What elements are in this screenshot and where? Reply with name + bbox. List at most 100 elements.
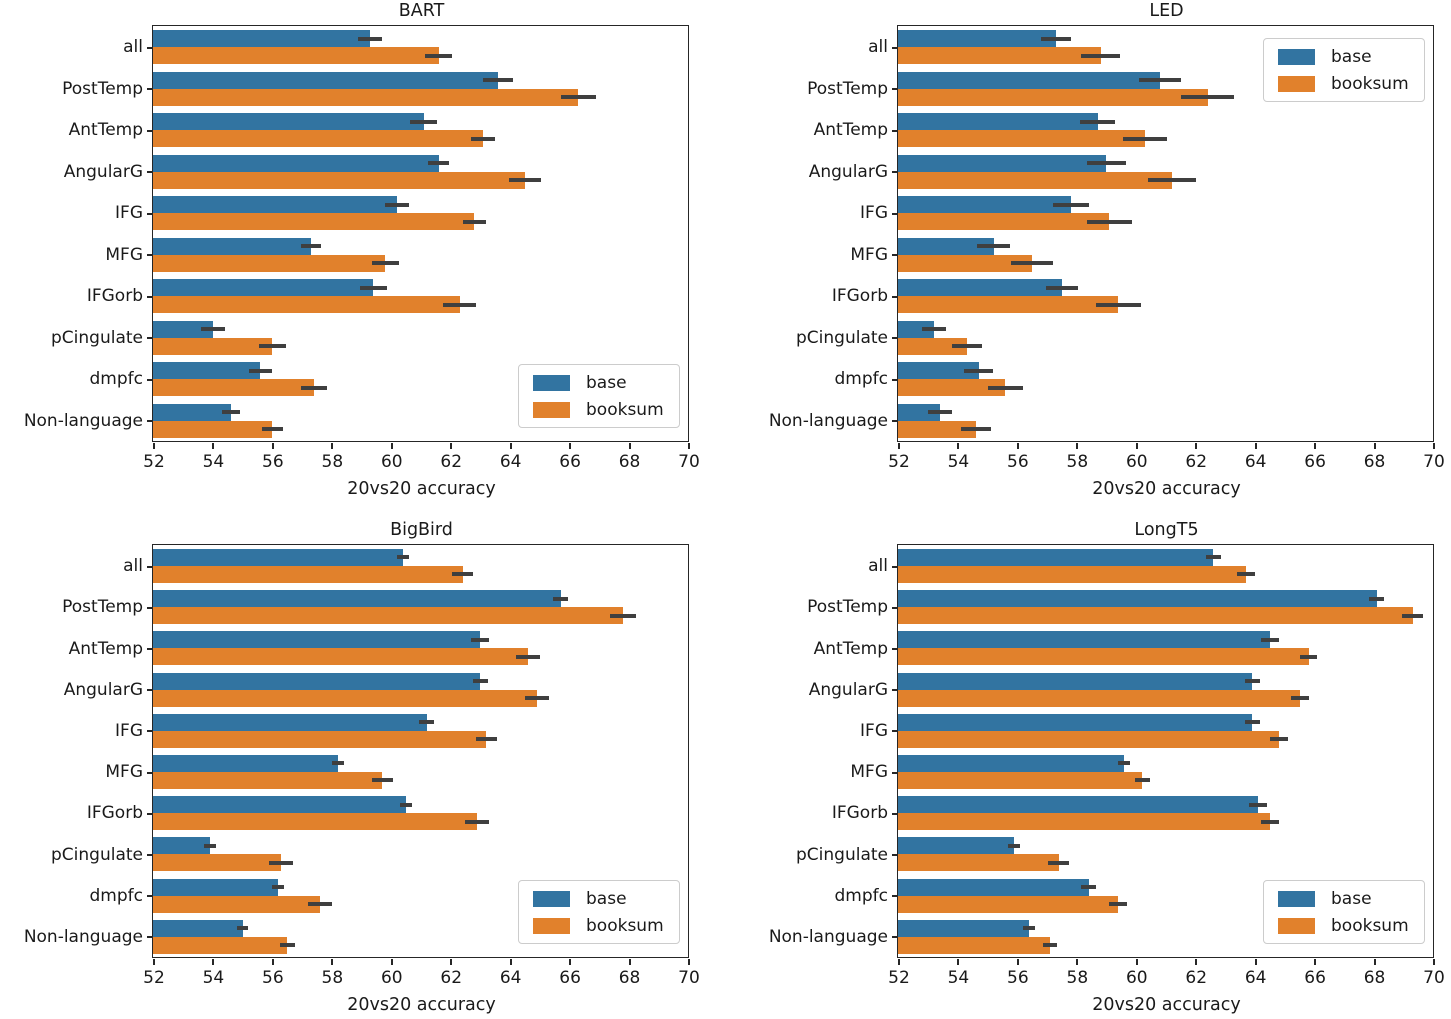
error-bar-longt5-base	[1261, 637, 1279, 642]
chart-title-led: LED	[1149, 1, 1184, 21]
x-tick-bigbird	[509, 959, 512, 965]
x-tick-label-longt5: 56	[1007, 968, 1029, 988]
error-bar-bigbird-base	[471, 637, 490, 642]
y-tick-label-longt5: dmpfc	[834, 885, 888, 906]
error-bar-bigbird-base	[419, 720, 435, 725]
legend-longt5: base booksum	[1263, 880, 1425, 944]
legend-swatch-base	[533, 891, 570, 907]
bar-bart-base	[153, 30, 371, 48]
error-bar-bigbird-booksum	[609, 613, 637, 618]
error-bar-longt5-base	[1081, 885, 1097, 890]
y-tick-bart	[147, 171, 153, 174]
x-tick-label-bart: 60	[380, 452, 403, 472]
x-tick-label-led: 58	[1066, 452, 1089, 472]
x-tick-label-longt5: 62	[1185, 968, 1208, 988]
y-tick-led	[892, 171, 898, 174]
bar-led-booksum	[898, 88, 1208, 106]
y-tick-bart	[147, 129, 153, 132]
legend-label-base: base	[1331, 47, 1372, 67]
error-bar-bigbird-base	[400, 802, 412, 807]
error-bar-longt5-booksum	[1042, 943, 1058, 948]
y-tick-longt5	[892, 895, 898, 898]
y-tick-led	[892, 129, 898, 132]
x-tick-label-led: 66	[1304, 452, 1326, 472]
bar-led-booksum	[898, 379, 1006, 397]
bar-longt5-booksum	[898, 730, 1279, 748]
error-bar-bigbird-booksum	[475, 737, 497, 742]
x-tick-label-bigbird: 68	[618, 968, 641, 988]
y-tick-longt5	[892, 771, 898, 774]
legend-item-booksum: booksum	[1278, 916, 1412, 936]
y-tick-label-bigbird: MFG	[105, 762, 143, 783]
bar-led-booksum	[898, 254, 1033, 272]
y-tick-bigbird	[147, 895, 153, 898]
bar-led-base	[898, 71, 1160, 89]
x-tick-bigbird	[569, 959, 572, 965]
bar-bart-booksum	[153, 254, 386, 272]
x-tick-label-bigbird: 58	[321, 968, 344, 988]
error-bar-led-base	[922, 327, 946, 332]
legend-item-booksum: booksum	[533, 400, 667, 420]
bar-bart-base	[153, 362, 261, 380]
error-bar-bigbird-base	[331, 761, 344, 766]
y-tick-label-led: all	[868, 37, 888, 58]
bar-longt5-booksum	[898, 648, 1309, 666]
y-tick-label-bart: IFGorb	[86, 286, 143, 307]
chart-title-bart: BART	[398, 1, 445, 21]
bar-bigbird-base	[153, 796, 407, 814]
y-tick-bigbird	[147, 730, 153, 733]
legend-item-base: base	[1278, 889, 1412, 909]
x-tick-label-longt5: 60	[1125, 968, 1148, 988]
legend-label-booksum: booksum	[1331, 74, 1409, 94]
bar-longt5-base	[898, 672, 1253, 690]
bar-bigbird-booksum	[153, 895, 320, 913]
bar-longt5-base	[898, 713, 1253, 731]
x-tick-label-bart: 70	[678, 452, 700, 472]
y-tick-bart	[147, 212, 153, 215]
bar-bigbird-base	[153, 631, 481, 649]
x-tick-label-bart: 56	[262, 452, 284, 472]
legend-led: base booksum	[1263, 38, 1425, 102]
x-tick-label-bigbird: 70	[678, 968, 700, 988]
bar-led-booksum	[898, 213, 1110, 231]
error-bar-bigbird-booksum	[452, 572, 473, 577]
error-bar-led-base	[928, 410, 952, 415]
error-bar-led-base	[1052, 202, 1089, 207]
error-bar-longt5-base	[1023, 926, 1036, 931]
y-tick-label-led: IFGorb	[831, 286, 888, 307]
y-tick-bart	[147, 420, 153, 423]
bar-led-booksum	[898, 420, 976, 438]
y-tick-longt5	[892, 648, 898, 650]
error-bar-led-base	[1041, 36, 1071, 41]
x-tick-longt5	[1016, 959, 1019, 965]
legend-label-base: base	[1331, 889, 1372, 909]
y-tick-label-longt5: AngularG	[808, 679, 888, 700]
y-tick-label-bart: MFG	[105, 244, 143, 265]
x-tick-label-bart: 58	[321, 452, 344, 472]
y-tick-label-longt5: all	[868, 556, 888, 577]
bar-longt5-base	[898, 754, 1125, 772]
y-tick-longt5	[892, 565, 898, 568]
error-bar-bigbird-base	[203, 843, 216, 848]
error-bar-led-base	[1045, 285, 1079, 290]
legend-label-booksum: booksum	[586, 400, 664, 420]
x-tick-label-bigbird: 64	[499, 968, 522, 988]
x-tick-longt5	[898, 959, 900, 965]
x-tick-led	[1195, 443, 1198, 449]
y-tick-led	[892, 212, 898, 215]
x-axis-label-bigbird: 20vs20 accuracy	[347, 995, 496, 1015]
y-tick-led	[892, 337, 898, 340]
x-tick-longt5	[1373, 959, 1376, 965]
error-bar-bart-booksum	[371, 261, 399, 266]
legend-bart: base booksum	[518, 364, 680, 428]
y-tick-label-bart: all	[123, 37, 143, 58]
x-tick-label-bigbird: 62	[440, 968, 463, 988]
y-tick-bart	[147, 46, 153, 49]
y-tick-longt5	[892, 854, 898, 856]
x-tick-longt5	[1254, 959, 1257, 965]
y-tick-label-bigbird: Non-language	[23, 926, 143, 947]
legend-swatch-booksum	[533, 402, 570, 418]
y-tick-bart	[147, 88, 153, 91]
bar-bart-base	[153, 237, 311, 255]
bar-longt5-booksum	[898, 771, 1143, 789]
